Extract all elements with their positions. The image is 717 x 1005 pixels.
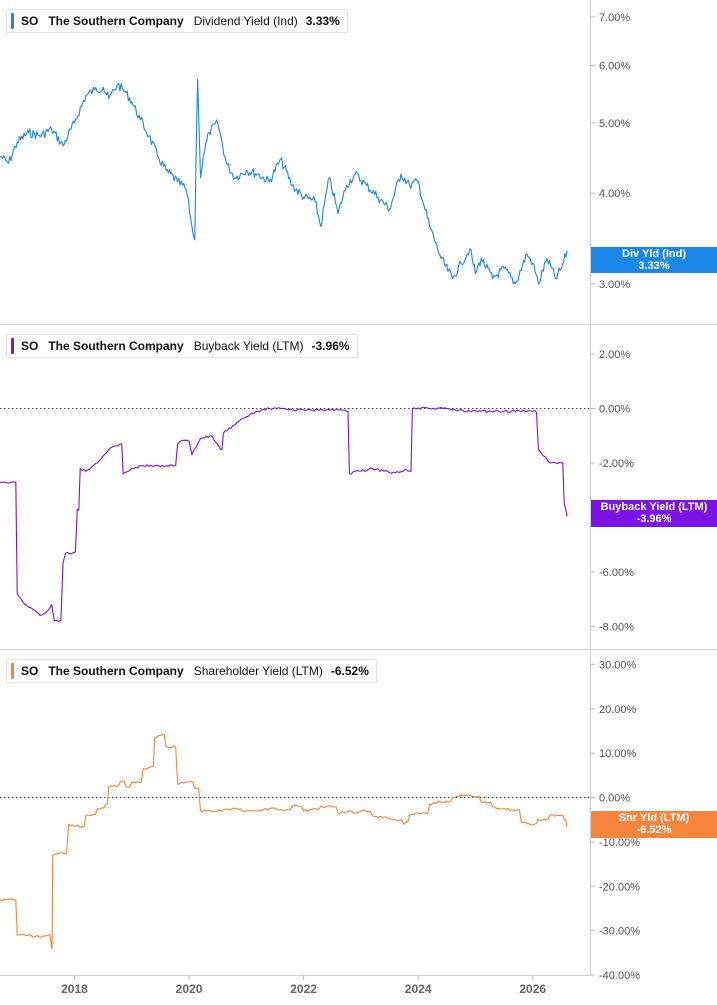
y-tick-label: 7.00%: [599, 12, 630, 24]
legend-buyback-yield: SO The Southern Company Buyback Yield (L…: [6, 334, 358, 358]
tag-label: Shr Yld (LTM): [618, 812, 690, 824]
last-value-tag-dividend: Div Yld (Ind) 3.33%: [591, 247, 717, 273]
legend-value: -3.96%: [311, 339, 350, 353]
tag-value: -3.96%: [636, 513, 672, 525]
x-tick-label: 2018: [61, 982, 88, 996]
tag-label: Buyback Yield (LTM): [600, 501, 708, 513]
legend-metric: Shareholder Yield (LTM): [193, 664, 323, 678]
y-tick-label: -10.00%: [599, 837, 640, 849]
legend-company: The Southern Company: [48, 339, 184, 353]
tag-value: 3.33%: [638, 260, 670, 272]
y-tick-label: -6.00%: [599, 567, 634, 579]
series-line-buyback-yield: [0, 406, 568, 622]
legend-ticker: SO: [21, 14, 39, 28]
y-tick-label: 20.00%: [599, 704, 637, 716]
legend-metric: Buyback Yield (LTM): [193, 339, 304, 353]
legend-color-swatch: [11, 663, 14, 679]
y-tick-label: 4.00%: [599, 188, 630, 200]
legend-company: The Southern Company: [48, 14, 184, 28]
x-tick-label: 2026: [519, 982, 546, 996]
tag-label: Div Yld (Ind): [622, 248, 686, 260]
y-tick-label: 10.00%: [599, 748, 637, 760]
last-value-tag-shareholder: Shr Yld (LTM) -6.52%: [591, 811, 717, 838]
legend-ticker: SO: [21, 339, 39, 353]
series-line-shareholder-yield: [0, 733, 568, 949]
legend-value: 3.33%: [305, 14, 340, 28]
legend-ticker: SO: [21, 664, 39, 678]
legend-color-swatch: [11, 13, 14, 29]
legend-dividend-yield: SO The Southern Company Dividend Yield (…: [6, 9, 348, 33]
y-tick-label: 6.00%: [599, 60, 630, 72]
y-tick-label: 2.00%: [599, 349, 630, 361]
legend-company: The Southern Company: [48, 664, 184, 678]
y-tick-label: -2.00%: [599, 458, 634, 470]
y-tick-label: -40.00%: [599, 970, 640, 982]
y-tick-label: 0.00%: [599, 793, 630, 805]
x-tick-label: 2024: [405, 982, 432, 996]
y-tick-label: 5.00%: [599, 118, 630, 130]
y-tick-label: -8.00%: [599, 621, 634, 633]
tag-value: -6.52%: [636, 824, 672, 836]
series-line-dividend-yield: [0, 78, 568, 285]
y-tick-label: -30.00%: [599, 926, 640, 938]
last-value-tag-buyback: Buyback Yield (LTM) -3.96%: [591, 500, 717, 527]
x-tick-label: 2022: [290, 982, 317, 996]
y-tick-label: 30.00%: [599, 659, 637, 671]
y-tick-label: 3.00%: [599, 279, 630, 291]
legend-color-swatch: [11, 338, 14, 354]
legend-value: -6.52%: [330, 664, 369, 678]
y-tick-label: -20.00%: [599, 881, 640, 893]
y-tick-label: 0.00%: [599, 404, 630, 416]
x-tick-label: 2020: [176, 982, 203, 996]
legend-metric: Dividend Yield (Ind): [193, 14, 298, 28]
legend-shareholder-yield: SO The Southern Company Shareholder Yiel…: [6, 659, 377, 683]
